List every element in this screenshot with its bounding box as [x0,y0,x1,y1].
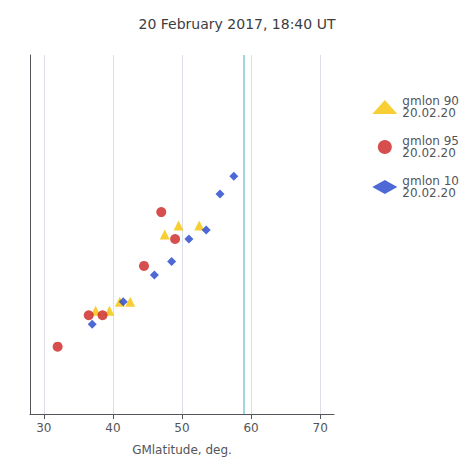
svg-text:40: 40 [105,421,120,435]
svg-text:30: 30 [36,421,51,435]
svg-text:50: 50 [174,421,189,435]
svg-text:gmlon 10: gmlon 10 [402,174,459,188]
svg-text:20.02.20: 20.02.20 [402,106,455,120]
svg-text:20.02.20: 20.02.20 [402,186,455,200]
svg-text:70: 70 [313,421,328,435]
svg-text:60: 60 [243,421,258,435]
svg-text:gmlon 95: gmlon 95 [402,134,459,148]
svg-text:20 February 2017, 18:40 UT: 20 February 2017, 18:40 UT [139,16,336,32]
svg-text:gmlon 90: gmlon 90 [402,94,459,108]
svg-text:20.02.20: 20.02.20 [402,146,455,160]
svg-text:GMlatitude, deg.: GMlatitude, deg. [132,443,232,457]
